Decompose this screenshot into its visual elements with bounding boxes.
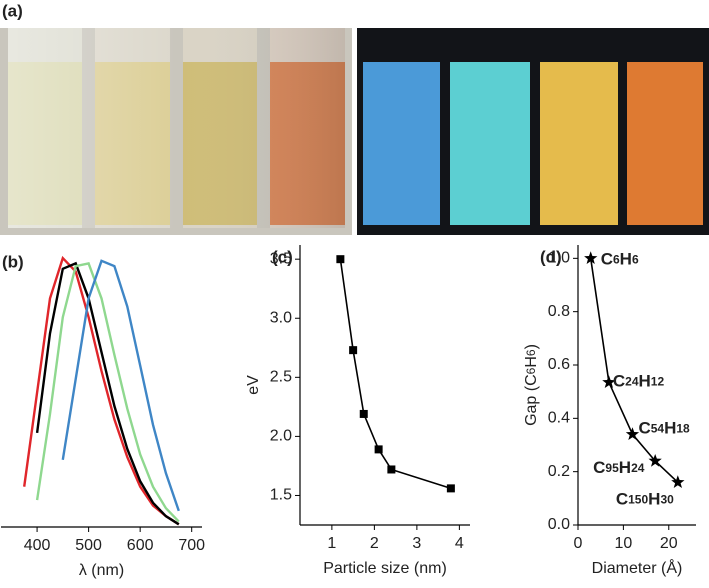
marker <box>671 475 685 488</box>
x-tick-label: 2 <box>370 535 379 552</box>
point-label: C24H12 <box>613 372 665 391</box>
marker <box>648 454 662 467</box>
x-tick-label: 600 <box>127 537 154 554</box>
y-tick-label: 0.2 <box>548 463 570 480</box>
x-tick-label: 20 <box>660 535 678 552</box>
x-axis-label: Particle size (nm) <box>323 560 447 577</box>
point-label: C95H24 <box>593 458 645 477</box>
x-tick-label: 4 <box>455 535 464 552</box>
x-tick-label: 700 <box>178 537 205 554</box>
point-label: C6H6 <box>601 250 639 269</box>
series-line <box>23 255 180 526</box>
y-axis-label: Gap (C6H6) <box>523 344 540 426</box>
marker <box>446 484 455 493</box>
x-tick-label: 10 <box>614 535 632 552</box>
photo-daylight <box>0 28 352 235</box>
marker <box>625 427 640 440</box>
panel-label: (a) <box>2 1 23 20</box>
x-tick-label: 1 <box>327 535 336 552</box>
series-line <box>339 259 452 490</box>
y-tick-label: 3.0 <box>270 309 292 326</box>
x-axis-label: Diameter (Å) <box>592 558 683 577</box>
marker <box>336 255 345 264</box>
marker <box>602 375 616 388</box>
point-label: C54H18 <box>638 419 690 438</box>
photo-uv <box>357 28 709 235</box>
y-tick-label: 0.4 <box>548 410 570 427</box>
y-tick-label: 0.0 <box>548 516 570 533</box>
series-line <box>35 262 180 523</box>
marker <box>349 346 358 355</box>
x-tick-label: 3 <box>412 535 421 552</box>
series-line <box>61 259 180 512</box>
panel-label: (b) <box>2 252 24 271</box>
y-tick-label: 1.0 <box>548 250 570 267</box>
series-line <box>589 258 679 483</box>
panel-label: (d) <box>540 247 562 266</box>
series-line <box>35 261 180 526</box>
marker <box>584 251 598 264</box>
y-tick-label: 2.0 <box>270 428 292 445</box>
y-tick-label: 2.5 <box>270 369 292 386</box>
x-axis-label: λ (nm) <box>79 562 124 579</box>
x-tick-label: 400 <box>24 537 51 554</box>
y-tick-label: 0.8 <box>548 303 570 320</box>
x-tick-label: 500 <box>75 537 102 554</box>
y-tick-label: 1.5 <box>270 487 292 504</box>
marker <box>374 445 383 454</box>
y-tick-label: 3.5 <box>270 250 292 267</box>
y-axis-label: eV <box>245 375 262 395</box>
y-tick-label: 0.6 <box>548 356 570 373</box>
panel-label: (c) <box>272 247 293 266</box>
marker <box>387 465 396 474</box>
point-label: C150H30 <box>616 490 674 509</box>
marker <box>359 409 368 418</box>
x-tick-label: 0 <box>574 535 583 552</box>
